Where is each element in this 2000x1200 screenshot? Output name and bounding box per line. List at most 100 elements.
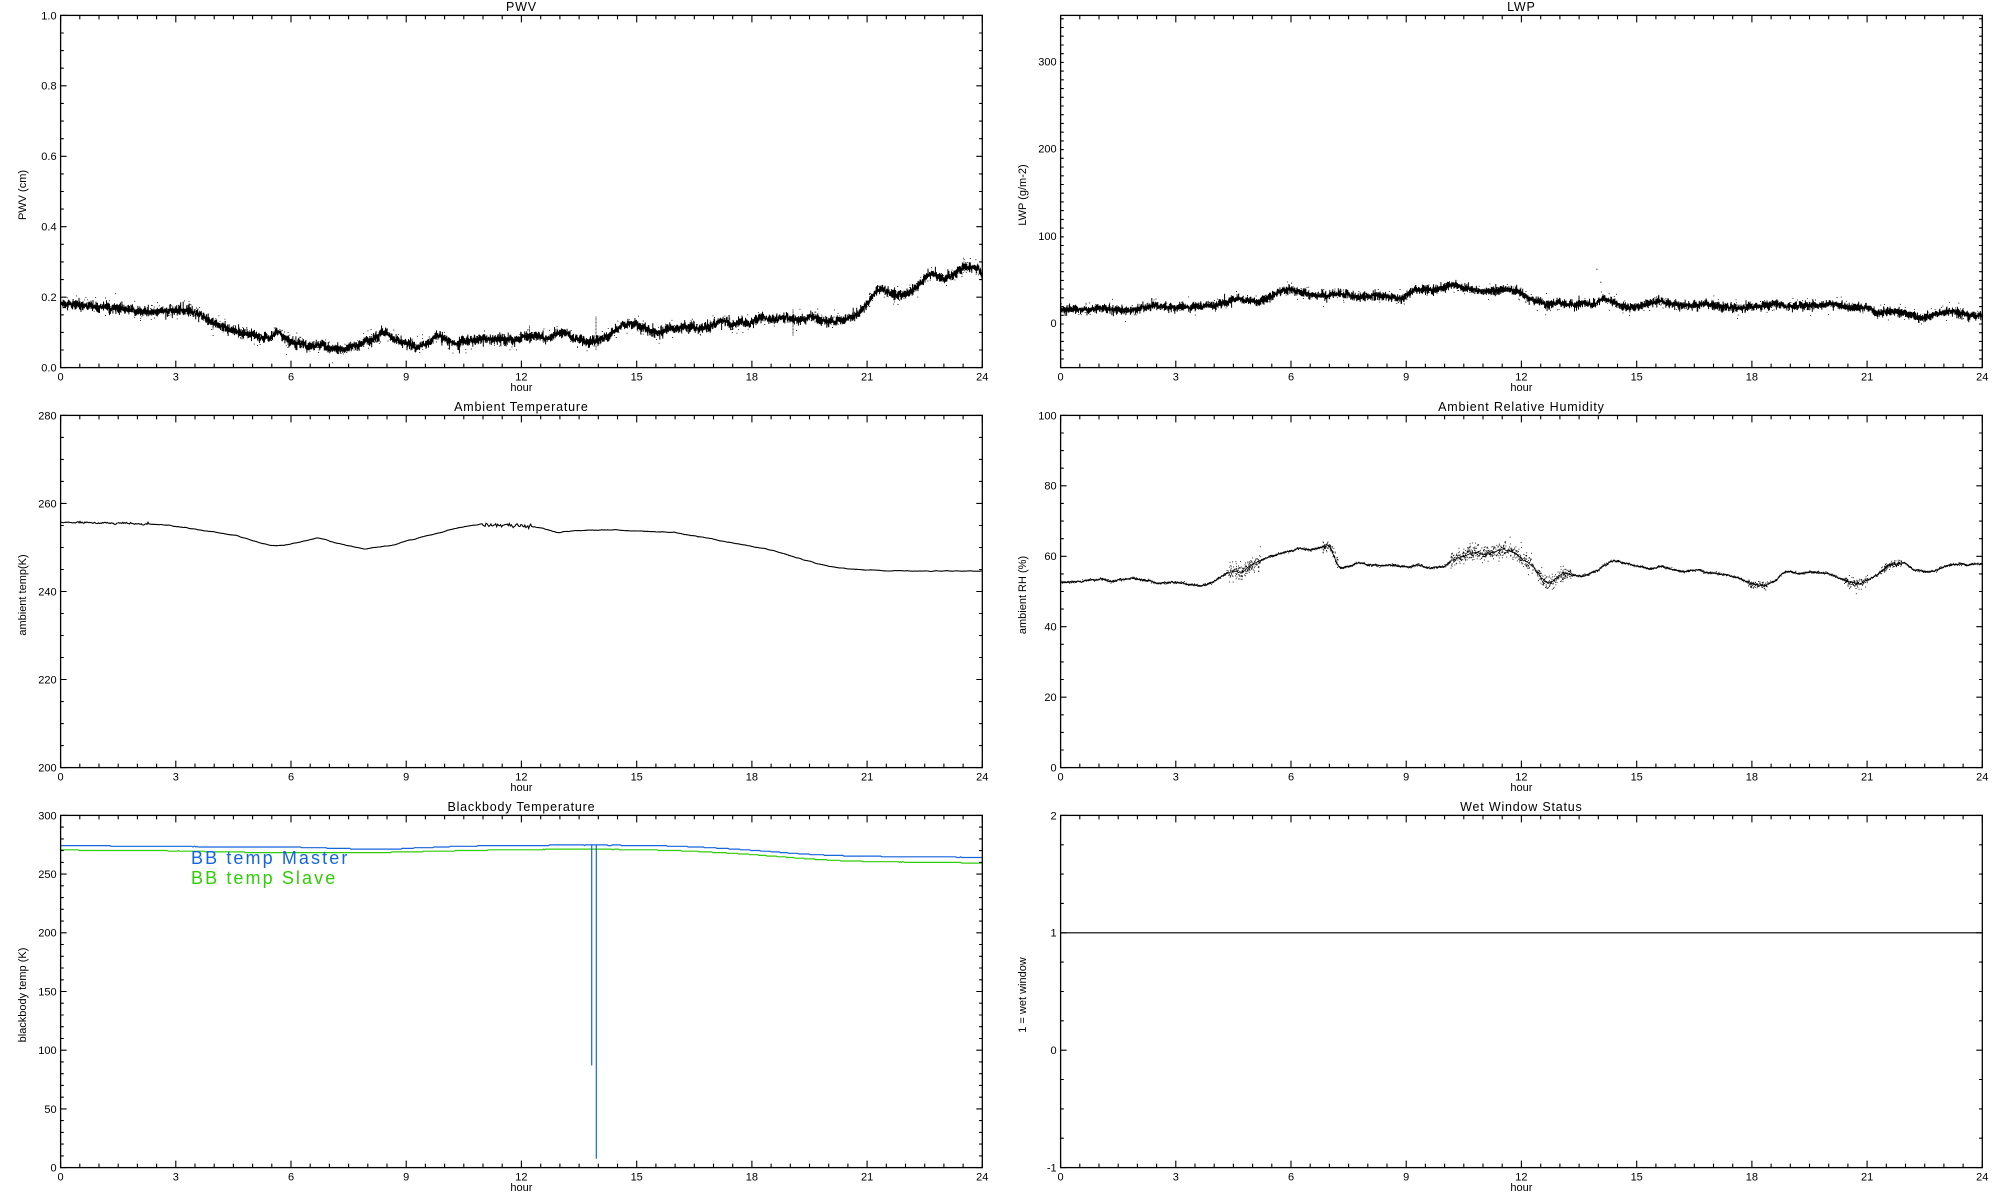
svg-text:PWV: PWV [506,0,537,14]
svg-text:3: 3 [1173,371,1179,383]
svg-text:18: 18 [746,371,758,383]
svg-text:15: 15 [631,1171,643,1183]
svg-text:15: 15 [1631,371,1643,383]
svg-text:15: 15 [631,371,643,383]
svg-text:260: 260 [38,498,56,510]
svg-text:0: 0 [50,1163,56,1175]
svg-text:6: 6 [288,371,294,383]
svg-text:21: 21 [861,771,873,783]
svg-text:9: 9 [403,771,409,783]
svg-text:3: 3 [1173,771,1179,783]
svg-text:80: 80 [1044,481,1056,493]
svg-text:60: 60 [1044,551,1056,563]
svg-text:0: 0 [58,1171,64,1183]
svg-text:1: 1 [1050,928,1056,940]
svg-text:LWP: LWP [1507,0,1536,14]
svg-text:0: 0 [58,771,64,783]
svg-text:ambient temp(K): ambient temp(K) [17,554,29,635]
svg-text:0.0: 0.0 [41,363,56,375]
svg-text:21: 21 [1861,1171,1873,1183]
svg-text:0: 0 [1058,371,1064,383]
svg-text:24: 24 [1976,1171,1988,1183]
svg-text:3: 3 [173,371,179,383]
svg-text:Blackbody Temperature: Blackbody Temperature [447,800,595,814]
svg-text:12: 12 [515,1171,527,1183]
svg-text:0: 0 [1050,1045,1056,1057]
svg-text:18: 18 [1746,771,1758,783]
svg-text:6: 6 [1288,771,1294,783]
svg-text:15: 15 [1631,1171,1643,1183]
svg-text:220: 220 [38,674,56,686]
svg-text:12: 12 [515,371,527,383]
svg-text:BB temp Master: BB temp Master [191,848,349,868]
svg-text:18: 18 [1746,371,1758,383]
svg-text:3: 3 [173,1171,179,1183]
svg-text:200: 200 [1038,144,1056,156]
svg-text:100: 100 [1038,410,1056,422]
svg-text:24: 24 [976,371,988,383]
svg-text:6: 6 [1288,1171,1294,1183]
svg-text:hour: hour [1510,782,1532,794]
svg-text:hour: hour [510,382,532,394]
svg-text:Ambient Temperature: Ambient Temperature [454,400,588,414]
svg-text:150: 150 [38,986,56,998]
svg-text:15: 15 [631,771,643,783]
svg-text:9: 9 [403,1171,409,1183]
svg-text:9: 9 [1403,1171,1409,1183]
svg-text:12: 12 [1515,371,1527,383]
svg-text:0: 0 [1050,763,1056,775]
svg-text:LWP (g/m-2): LWP (g/m-2) [1017,164,1029,225]
svg-text:18: 18 [1746,1171,1758,1183]
svg-text:9: 9 [403,371,409,383]
svg-text:0.2: 0.2 [41,292,56,304]
svg-text:0.6: 0.6 [41,151,56,163]
svg-text:12: 12 [1515,771,1527,783]
svg-text:hour: hour [510,1182,532,1194]
svg-text:0: 0 [58,371,64,383]
svg-text:18: 18 [746,771,758,783]
svg-text:3: 3 [1173,1171,1179,1183]
svg-text:21: 21 [1861,371,1873,383]
svg-text:300: 300 [1038,57,1056,69]
svg-text:PWV (cm): PWV (cm) [17,170,29,220]
svg-text:1.0: 1.0 [41,10,56,22]
svg-text:-1: -1 [1047,1163,1057,1175]
svg-text:300: 300 [38,810,56,822]
svg-text:100: 100 [38,1045,56,1057]
svg-text:blackbody temp (K): blackbody temp (K) [17,948,29,1043]
svg-text:24: 24 [976,1171,988,1183]
svg-text:ambient RH (%): ambient RH (%) [1017,556,1029,634]
svg-text:21: 21 [1861,771,1873,783]
svg-text:BB temp Slave: BB temp Slave [191,868,337,888]
svg-text:hour: hour [1510,382,1532,394]
svg-text:Ambient Relative Humidity: Ambient Relative Humidity [1438,400,1605,414]
svg-text:280: 280 [38,410,56,422]
svg-text:50: 50 [44,1104,56,1116]
svg-text:hour: hour [510,782,532,794]
svg-text:240: 240 [38,586,56,598]
svg-text:6: 6 [288,1171,294,1183]
svg-text:200: 200 [38,928,56,940]
svg-text:21: 21 [861,371,873,383]
svg-text:12: 12 [515,771,527,783]
svg-text:24: 24 [976,771,988,783]
svg-text:250: 250 [38,869,56,881]
svg-text:12: 12 [1515,1171,1527,1183]
svg-text:200: 200 [38,763,56,775]
svg-text:24: 24 [1976,771,1988,783]
svg-text:9: 9 [1403,771,1409,783]
svg-text:hour: hour [1510,1182,1532,1194]
svg-text:6: 6 [1288,371,1294,383]
svg-text:0: 0 [1058,771,1064,783]
svg-text:0: 0 [1050,318,1056,330]
svg-text:2: 2 [1050,810,1056,822]
svg-text:0.4: 0.4 [41,222,56,234]
svg-text:20: 20 [1044,692,1056,704]
svg-text:0: 0 [1058,1171,1064,1183]
svg-text:40: 40 [1044,622,1056,634]
svg-text:6: 6 [288,771,294,783]
svg-text:15: 15 [1631,771,1643,783]
svg-text:21: 21 [861,1171,873,1183]
svg-text:3: 3 [173,771,179,783]
svg-text:0.8: 0.8 [41,81,56,93]
